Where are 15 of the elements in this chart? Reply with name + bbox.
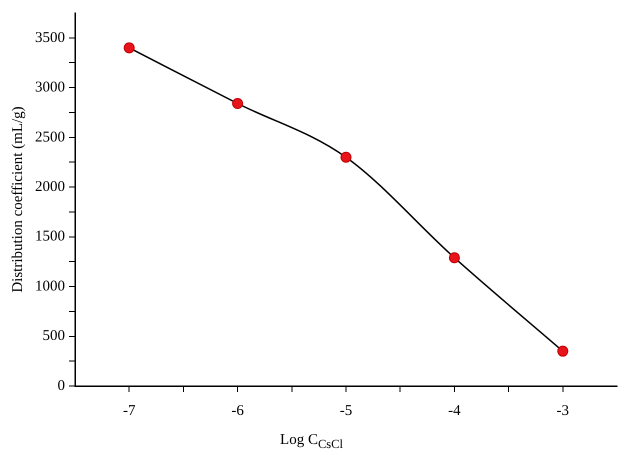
y-tick-label: 1000 [35, 278, 65, 294]
x-tick-label: -6 [231, 402, 244, 419]
y-tick-label: 0 [58, 378, 65, 394]
x-tick-label: -5 [340, 402, 352, 419]
x-tick-label: -7 [122, 402, 136, 419]
y-axis-title: Distribution coefficient (mL/g) [10, 106, 26, 293]
x-axis-title: Log C$_{CsCl}$ [279, 432, 344, 452]
y-tick-label: 3000 [35, 80, 65, 96]
x-tick-label: -4 [448, 402, 462, 419]
y-tick-label: 1500 [35, 228, 65, 245]
y-tick-label: 2500 [35, 129, 65, 146]
y-tick-label: 3500 [35, 30, 65, 46]
y-tick-label: 2000 [35, 179, 65, 196]
x-tick-label: -3 [556, 402, 570, 419]
y-tick-label: 500 [42, 328, 65, 344]
